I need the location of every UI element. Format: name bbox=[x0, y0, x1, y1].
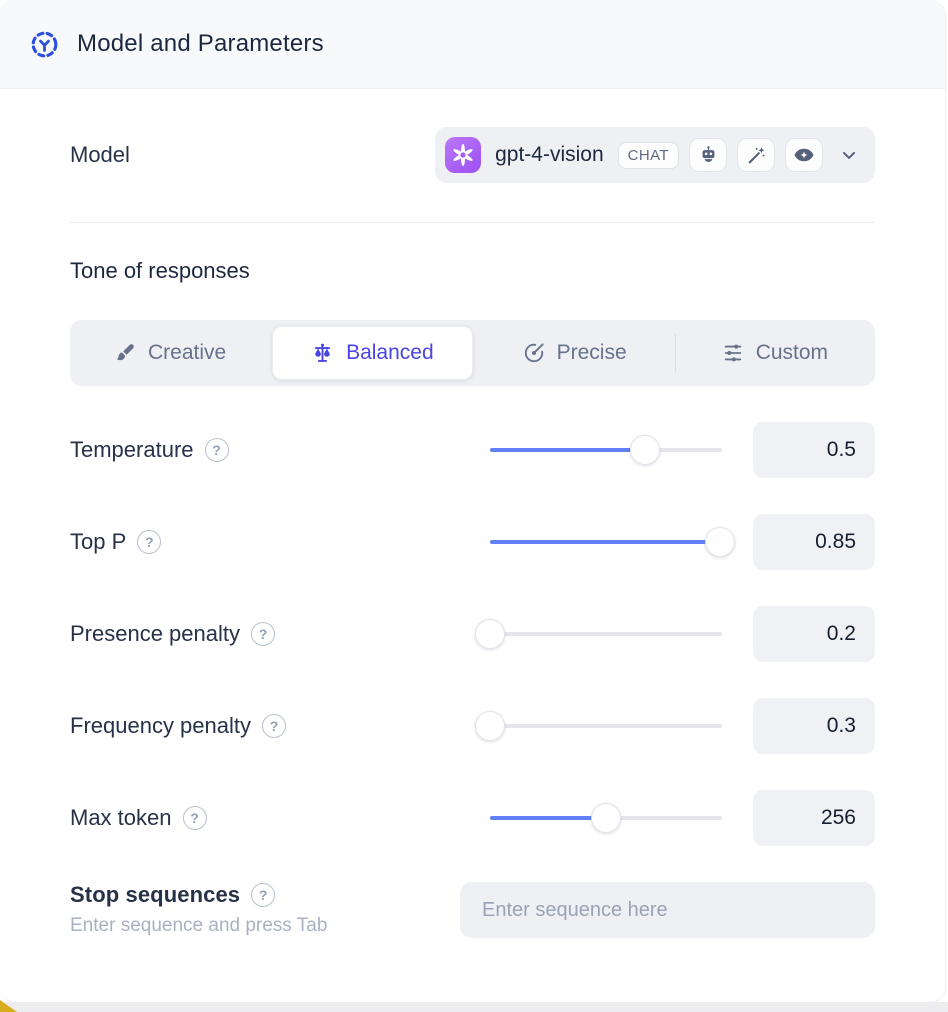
max-token-label: Max token bbox=[70, 805, 172, 830]
frequency-penalty-label: Frequency penalty bbox=[70, 713, 251, 738]
stop-sequences-helper: Enter sequence and press Tab bbox=[70, 915, 328, 936]
top-p-value[interactable]: 0.85 bbox=[753, 514, 875, 570]
paintbrush-icon bbox=[114, 342, 136, 364]
slider-handle[interactable] bbox=[630, 435, 661, 465]
balance-scale-icon bbox=[311, 342, 334, 365]
top-p-label: Top P bbox=[70, 529, 127, 554]
chat-type-badge: CHAT bbox=[617, 141, 679, 169]
model-label: Model bbox=[70, 142, 130, 167]
help-icon[interactable]: ? bbox=[137, 530, 162, 554]
panel-header: Model and Parameters bbox=[0, 0, 945, 89]
frequency-penalty-row: Frequency penalty ? 0.3 bbox=[70, 698, 875, 754]
tone-option-precise[interactable]: Precise bbox=[476, 326, 674, 380]
tone-segmented-control: Creative Balanced bbox=[70, 320, 875, 386]
top-p-row: Top P ? 0.85 bbox=[70, 514, 875, 570]
help-icon[interactable]: ? bbox=[251, 883, 276, 907]
top-p-slider[interactable] bbox=[490, 527, 735, 557]
selected-model-name: gpt-4-vision bbox=[495, 143, 604, 166]
slider-track bbox=[490, 724, 722, 728]
slider-handle[interactable] bbox=[475, 619, 505, 649]
tone-option-label: Custom bbox=[755, 341, 829, 364]
tone-option-label: Balanced bbox=[346, 341, 434, 364]
tone-heading: Tone of responses bbox=[70, 258, 250, 283]
magic-wand-icon bbox=[737, 138, 775, 172]
max-token-row: Max token ? 256 bbox=[70, 790, 875, 846]
stop-sequence-input[interactable] bbox=[460, 882, 875, 938]
sliders-icon bbox=[722, 342, 744, 364]
ai-agent-icon bbox=[30, 30, 59, 59]
help-icon[interactable]: ? bbox=[182, 806, 207, 830]
stop-sequences-labels: Stop sequences ? Enter sequence and pres… bbox=[70, 882, 327, 937]
help-icon[interactable]: ? bbox=[251, 622, 275, 646]
slider-track bbox=[490, 632, 722, 636]
tone-option-label: Creative bbox=[148, 341, 227, 364]
section-divider bbox=[70, 222, 875, 223]
temperature-row: Temperature ? 0.5 bbox=[70, 422, 875, 478]
slider-fill bbox=[490, 540, 720, 544]
panel-title: Model and Parameters bbox=[77, 30, 324, 57]
presence-penalty-slider[interactable] bbox=[475, 619, 722, 649]
temperature-slider[interactable] bbox=[490, 435, 722, 465]
tone-option-label: Precise bbox=[556, 341, 627, 364]
max-token-value[interactable]: 256 bbox=[753, 790, 875, 846]
robot-icon bbox=[689, 138, 727, 172]
target-icon bbox=[523, 342, 545, 364]
presence-penalty-label: Presence penalty bbox=[70, 621, 240, 646]
tone-option-custom[interactable]: Custom bbox=[674, 326, 874, 380]
slider-handle[interactable] bbox=[591, 803, 621, 833]
presence-penalty-value[interactable]: 0.2 bbox=[753, 606, 875, 662]
tone-option-creative[interactable]: Creative bbox=[71, 326, 269, 380]
page-background-strip bbox=[0, 1002, 948, 1012]
temperature-label: Temperature bbox=[70, 437, 194, 462]
help-icon[interactable]: ? bbox=[204, 438, 229, 462]
openai-logo bbox=[445, 137, 482, 173]
stop-sequences-row: Stop sequences ? Enter sequence and pres… bbox=[70, 882, 875, 938]
vision-eye-icon bbox=[785, 138, 823, 172]
slider-fill bbox=[490, 816, 606, 820]
temperature-value[interactable]: 0.5 bbox=[753, 422, 875, 478]
tone-option-balanced[interactable]: Balanced bbox=[272, 326, 473, 380]
slider-fill bbox=[490, 448, 646, 452]
presence-penalty-row: Presence penalty ? 0.2 bbox=[70, 606, 875, 662]
help-icon[interactable]: ? bbox=[262, 714, 286, 738]
chevron-down-icon bbox=[839, 145, 859, 165]
frequency-penalty-slider[interactable] bbox=[475, 711, 722, 741]
model-row: Model gpt-4-vision CHAT bbox=[70, 127, 875, 183]
max-token-slider[interactable] bbox=[490, 803, 722, 833]
model-select-dropdown[interactable]: gpt-4-vision CHAT bbox=[435, 127, 875, 183]
stop-sequences-label: Stop sequences bbox=[70, 882, 241, 907]
slider-handle[interactable] bbox=[475, 711, 505, 741]
slider-handle[interactable] bbox=[704, 527, 735, 557]
frequency-penalty-value[interactable]: 0.3 bbox=[753, 698, 875, 754]
